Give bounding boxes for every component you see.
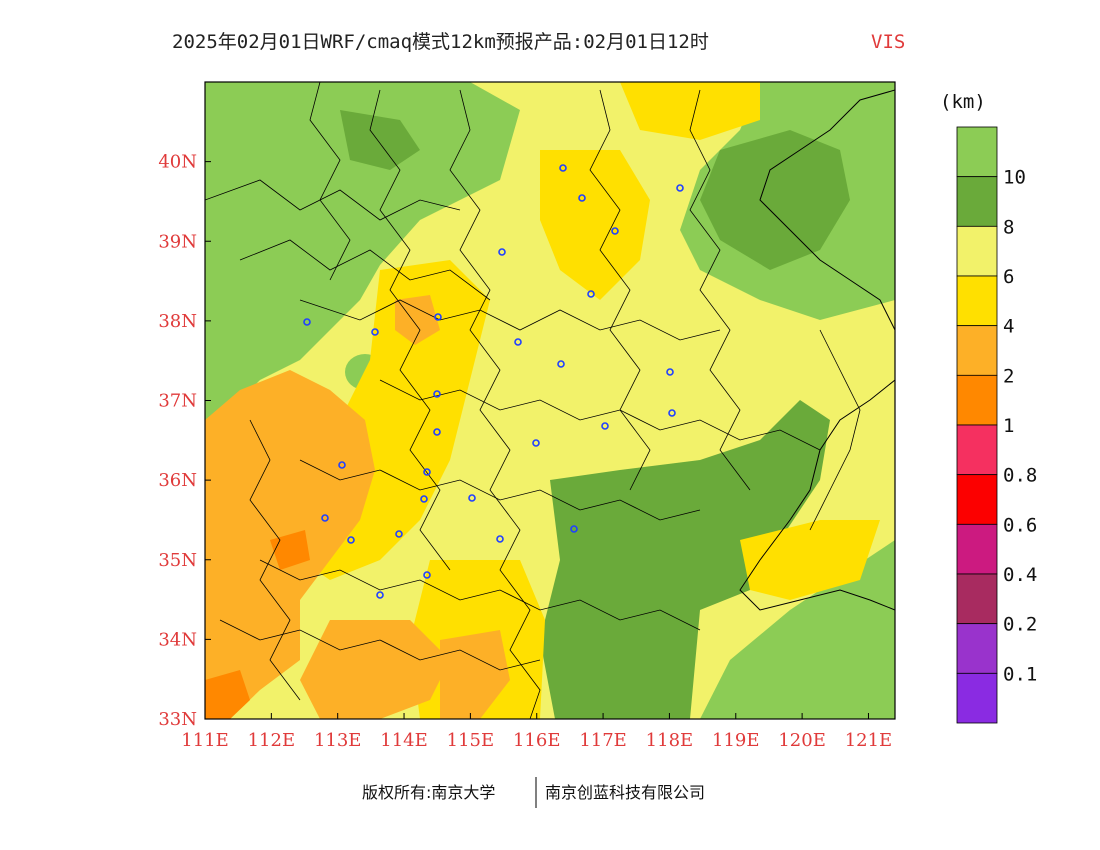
y-tick-label: 36N [158, 470, 197, 491]
legend-label: 6 [1003, 266, 1014, 288]
colorbar-legend: 10 8 6 4 2 1 0.8 0.6 0.4 0.2 0.1 [956, 126, 1037, 724]
x-tick-label: 117E [579, 730, 627, 751]
legend-swatch [956, 474, 998, 525]
x-tick-label: 114E [380, 730, 428, 751]
legend-label: 0.4 [1003, 564, 1037, 586]
vis-region-4-6-north [540, 150, 650, 300]
legend-swatch [956, 126, 998, 178]
x-tick-label: 121E [845, 730, 893, 751]
legend-label: 0.2 [1003, 614, 1037, 636]
legend-swatch [956, 573, 998, 625]
coastline [739, 89, 895, 611]
x-tick-label: 113E [314, 730, 362, 751]
legend-swatch [956, 523, 998, 575]
x-tick-label: 119E [712, 730, 760, 751]
vis-region-gt10-southeast [700, 540, 895, 719]
legend-label: 0.6 [1003, 514, 1037, 536]
legend-unit: (km) [940, 91, 986, 113]
legend-swatch [956, 672, 998, 724]
variable-name: VIS [871, 31, 905, 53]
city-markers [303, 164, 684, 599]
legend-swatch [956, 176, 998, 227]
y-tick-label: 38N [158, 311, 197, 332]
figure-title: 2025年02月01日WRF/cmaq模式12km预报产品:02月01日12时 [172, 31, 709, 53]
visibility-map [205, 82, 895, 719]
legend-label: 0.1 [1003, 663, 1037, 685]
y-axis: 33N 34N 35N 36N 37N 38N 39N 40N [158, 152, 211, 730]
vis-region-2-4-south-central [440, 630, 510, 719]
vis-region-2-4-patch [395, 295, 440, 345]
legend-label: 1 [1003, 415, 1014, 437]
x-tick-label: 111E [181, 730, 229, 751]
vis-region-8-10-central [540, 400, 830, 719]
legend-swatch [956, 275, 998, 327]
x-tick-label: 116E [513, 730, 561, 751]
vis-region-8-10-northwest [340, 110, 420, 170]
legend-swatch [956, 623, 998, 674]
y-tick-label: 33N [158, 709, 197, 730]
footer-company: 南京创蓝科技有限公司 [545, 783, 705, 802]
y-tick-label: 39N [158, 231, 197, 252]
vis-region-8-10-northeast [700, 130, 850, 270]
legend-label: 4 [1003, 316, 1014, 338]
legend-label: 10 [1003, 167, 1026, 189]
legend-label: 2 [1003, 365, 1014, 387]
vis-region-4-6-top [620, 82, 760, 140]
x-tick-label: 115E [447, 730, 495, 751]
legend-swatch [956, 325, 998, 376]
x-tick-label: 112E [248, 730, 296, 751]
legend-label: 0.8 [1003, 465, 1037, 487]
legend-label: 8 [1003, 216, 1014, 238]
footer-copyright: 版权所有:南京大学 [362, 783, 495, 802]
x-tick-label: 120E [778, 730, 826, 751]
legend-swatch [956, 225, 998, 277]
x-tick-label: 118E [646, 730, 694, 751]
y-tick-label: 37N [158, 391, 197, 412]
y-tick-label: 34N [158, 629, 197, 650]
vis-region-1-2-patch-b [205, 670, 250, 719]
y-tick-label: 40N [158, 152, 197, 173]
vis-region-gt10-northwest [205, 82, 520, 420]
legend-swatch [956, 374, 998, 426]
admin-boundaries [205, 82, 861, 719]
vis-region-2-4-south [300, 620, 450, 719]
x-axis: 111E 112E 113E 114E 115E 116E 117E 118E 119E 120E… [181, 713, 892, 751]
y-tick-label: 35N [158, 550, 197, 571]
legend-swatch [956, 424, 998, 476]
